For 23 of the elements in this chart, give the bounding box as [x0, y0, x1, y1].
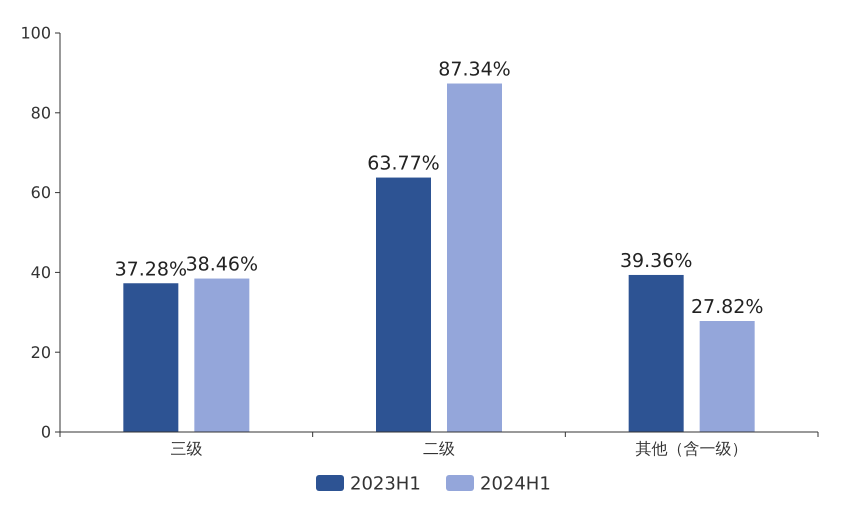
bar [628, 274, 684, 432]
y-tick-label: 40 [30, 263, 51, 282]
legend-label: 2023H1 [350, 473, 421, 494]
data-label: 38.46% [186, 254, 258, 276]
y-tick-label: 80 [30, 103, 51, 122]
y-tick-label: 60 [30, 183, 51, 202]
x-tick-label: 二级 [423, 439, 455, 458]
bar [700, 321, 755, 432]
data-label: 87.34% [438, 58, 511, 81]
bar [447, 84, 502, 432]
data-label: 63.77% [367, 152, 440, 175]
bar [194, 278, 250, 432]
y-tick-label: 100 [20, 24, 51, 43]
y-tick-label: 0 [40, 422, 51, 442]
y-tick-label: 20 [30, 342, 51, 362]
bar [376, 178, 431, 432]
data-label: 37.28% [114, 258, 188, 280]
bar [123, 283, 178, 432]
data-label: 39.36% [620, 250, 692, 272]
x-tick-label: 三级 [170, 439, 202, 458]
data-label: 27.82% [690, 296, 764, 318]
x-tick-label: 其他（含一级） [636, 439, 748, 458]
legend-label: 2024H1 [480, 473, 551, 494]
